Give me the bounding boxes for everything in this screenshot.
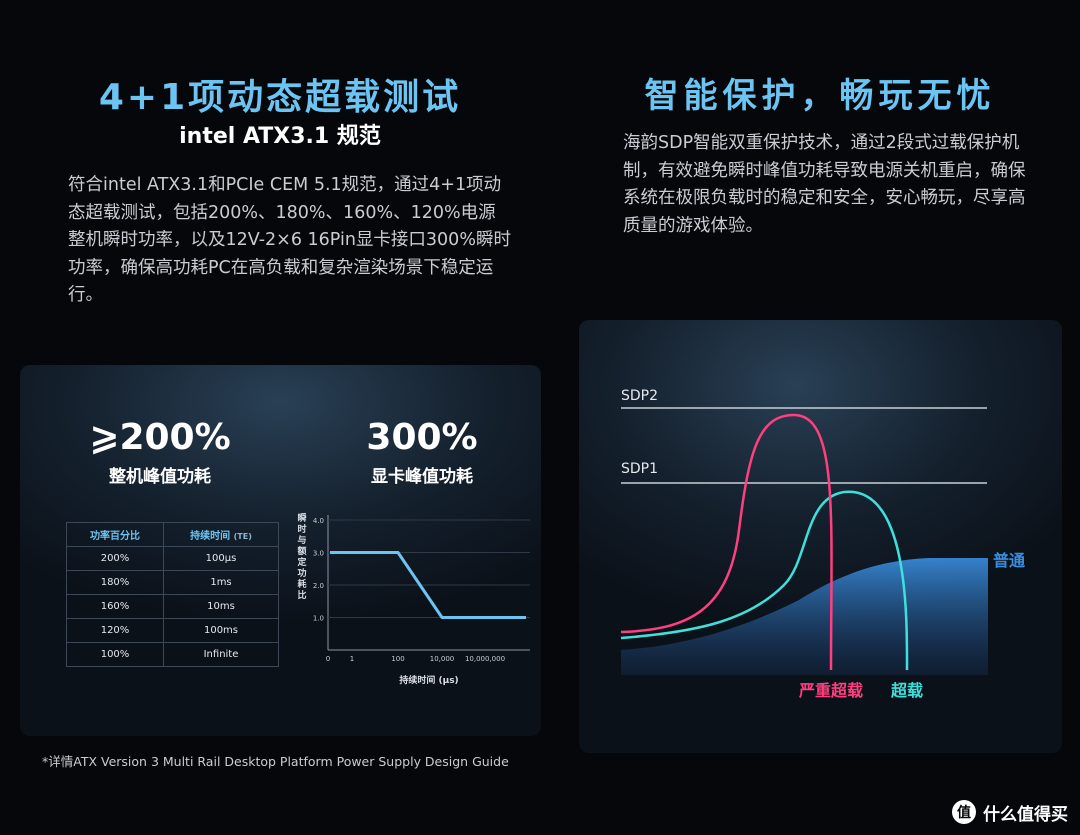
stat-system-value: ⩾200%: [89, 417, 231, 458]
table-cell-pct: 100%: [66, 642, 164, 667]
table-row: 200% 100μs: [66, 546, 279, 571]
chart-y-label-char: 瞬: [297, 512, 306, 524]
stat-gpu-label: 显卡峰值功耗: [371, 467, 473, 487]
chart-x-tick: 10,000: [430, 655, 455, 663]
stat-gpu-value: 300%: [366, 417, 478, 458]
chart-x-ticks: 0 1 100 10,000 10,000,000: [326, 655, 505, 663]
footnote: *详情ATX Version 3 Multi Rail Desktop Plat…: [42, 754, 509, 769]
normal-load-area: [621, 558, 988, 675]
table-cell-time: 100μs: [163, 546, 279, 571]
left-title: 4+1项动态超载测试: [98, 77, 462, 118]
chart-y-tick: 1.0: [313, 615, 324, 623]
chart-grid: [328, 519, 530, 618]
sdp1-label: SDP1: [621, 461, 658, 477]
chart-y-label-char: 耗: [297, 578, 306, 590]
table-row: 100% Infinite: [66, 642, 279, 667]
overload-curve: [620, 490, 909, 671]
zhi-logo-icon: 值: [951, 799, 977, 829]
table-cell-time: 1ms: [163, 570, 279, 595]
table-cell-pct: 120%: [66, 618, 164, 643]
table-header-time: 持续时间 (TE): [163, 522, 279, 547]
stat-system-label: 整机峰值功耗: [109, 467, 211, 487]
chart-y-label-char: 功: [297, 567, 306, 579]
severe-overload-curve: [620, 413, 833, 671]
chart-y-label-char: 与: [297, 534, 306, 546]
normal-label: 普通: [993, 551, 1025, 570]
right-panel: [579, 320, 1062, 753]
svg-text:值: 值: [957, 804, 971, 821]
table-row: 180% 1ms: [66, 570, 279, 595]
table-cell-pct: 200%: [66, 546, 164, 571]
chart-series-line: [330, 551, 526, 619]
left-subtitle: intel ATX3.1 规范: [179, 124, 381, 149]
power-duration-table: 功率百分比 持续时间 (TE) 200% 100μs 180% 1ms 160% 10…: [66, 522, 279, 667]
chart-x-tick: 100: [391, 655, 404, 663]
chart-y-ticks: 1.0 2.0 3.0 4.0: [313, 517, 324, 623]
table-cell-time: Infinite: [163, 642, 279, 667]
chart-x-tick: 1: [350, 655, 354, 663]
table-header-time-label: 持续时间: [190, 531, 231, 542]
table-cell-time: 100ms: [163, 618, 279, 643]
table-header-row: 功率百分比 持续时间 (TE): [66, 522, 279, 547]
chart-y-tick: 4.0: [313, 517, 324, 525]
overload-label: 超载: [890, 681, 923, 700]
brand-text: 什么值得买: [983, 805, 1068, 825]
sdp-protection-diagram: SDP2 SDP1 普通 严重超载 超载: [620, 388, 1025, 700]
table-cell-pct: 180%: [66, 570, 164, 595]
table-cell-time: 10ms: [163, 594, 279, 619]
chart-y-label-char: 比: [297, 589, 306, 601]
severe-overload-label: 严重超载: [798, 681, 863, 700]
sdp2-label: SDP2: [621, 388, 658, 404]
chart-x-tick: 0: [326, 655, 330, 663]
chart-y-label-char: 额: [297, 545, 306, 557]
chart-x-tick: 10,000,000: [465, 655, 505, 663]
right-title: 智能保护，畅玩无忧: [644, 76, 996, 116]
table-row: 160% 10ms: [66, 594, 279, 619]
chart-y-tick: 2.0: [313, 582, 324, 590]
chart-y-tick: 3.0: [313, 550, 324, 558]
chart-y-label-char: 定: [296, 556, 307, 568]
chart-y-label-char: 时: [297, 523, 306, 535]
table-header-pct: 功率百分比: [66, 522, 164, 547]
table-header-time-unit: (TE): [233, 532, 252, 541]
chart-x-label: 持续时间 (μs): [399, 674, 458, 686]
left-paragraph: 符合intel ATX3.1和PCIe CEM 5.1规范，通过4+1项动态超载…: [68, 175, 511, 305]
right-paragraph: 海韵SDP智能双重保护技术，通过2段式过载保护机制，有效避免瞬时峰值功耗导致电源…: [623, 133, 1026, 236]
table-cell-pct: 160%: [66, 594, 164, 619]
table-row: 120% 100ms: [66, 618, 279, 643]
